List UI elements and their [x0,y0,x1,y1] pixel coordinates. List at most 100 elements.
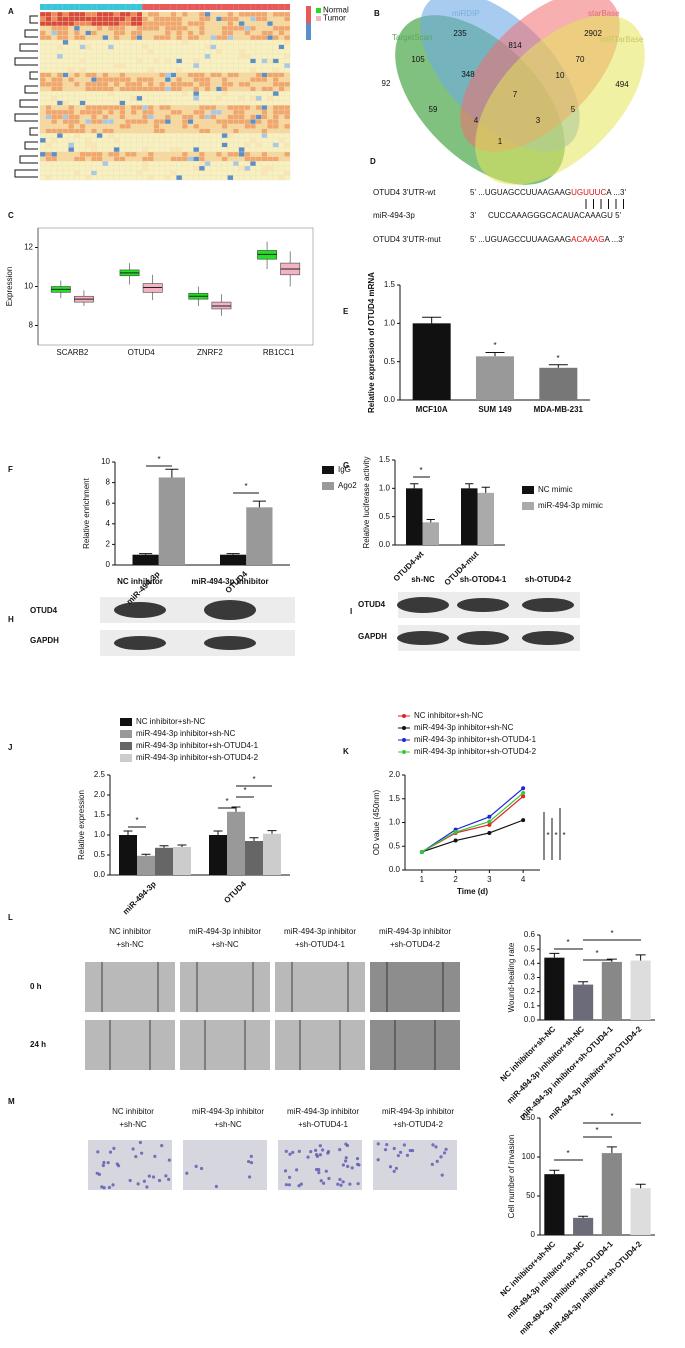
scratch-image [275,962,365,1012]
heatmap-cell [244,114,251,120]
heatmap-cell [90,133,97,139]
heatmap-cell [233,35,240,41]
heatmap-cell [136,53,143,59]
heatmap-cell [79,95,86,101]
heatmap-cell [56,91,63,97]
heatmap-cell [153,151,160,157]
error-bar [485,351,505,357]
heatmap-cell [233,58,240,64]
heatmap-cell [198,91,205,97]
dendrogram [19,155,38,164]
heatmap-cell [90,49,97,55]
heatmap-cell [176,53,183,59]
heatmap-cell [278,91,285,97]
heatmap-cell [51,11,58,17]
heatmap-cell [272,39,279,45]
heatmap-cell [176,151,183,157]
heatmap-cell [267,128,274,134]
heatmap-cell [159,142,166,148]
heatmap-cell [215,44,222,50]
heatmap-cell [119,156,126,162]
heatmap-cell [113,165,120,171]
heatmap-cell [73,175,80,181]
heatmap-cell [113,114,120,120]
dendrogram [24,29,38,38]
heatmap-cell [272,44,279,50]
heatmap-cell [181,128,188,134]
heatmap-annotation [199,4,205,10]
heatmap-cell [136,100,143,106]
heatmap-cell [90,44,97,50]
heatmap-cell [159,170,166,176]
heatmap-cell [68,25,75,31]
venn-count: 2902 [584,29,602,38]
heatmap-cell [79,53,86,59]
heatmap-cell [113,72,120,78]
heatmap-cell [187,53,194,59]
heatmap-cell [198,156,205,162]
heatmap-cell [125,49,132,55]
heatmap-cell [96,58,103,64]
heatmap-cell [56,72,63,78]
heatmap-cell [164,95,171,101]
cell [338,1148,342,1152]
error-bar [549,952,560,958]
heatmap-cell [204,86,211,92]
heatmap-cell [68,142,75,148]
cell [102,1186,106,1190]
heatmap-cell [233,91,240,97]
heatmap-cell [238,53,245,59]
heatmap-cell [233,123,240,129]
heatmap-cell [96,35,103,41]
heatmap-cell [85,142,92,148]
heatmap-cell [221,175,228,181]
heatmap-cell [170,72,177,78]
heatmap-cell [233,86,240,92]
heatmap-cell [193,119,200,125]
heatmap-cell [142,105,149,111]
heatmap-cell [62,86,69,92]
heatmap-cell [153,175,160,181]
venn-count: 92 [382,79,391,88]
heatmap-cell [62,81,69,87]
heatmap-cell [159,114,166,120]
heatmap-cell [96,95,103,101]
cell [288,1152,292,1156]
heatmap-cell [85,86,92,92]
venn-set-label: starBase [588,9,620,18]
heatmap-cell [96,30,103,36]
heatmap-cell [73,30,80,36]
heatmap-cell [108,147,115,153]
y-tick-label: 1.5 [384,280,396,289]
heatmap-cell [176,25,183,31]
heatmap-cell [130,58,137,64]
heatmap-cell [113,58,120,64]
heatmap-cell [113,21,120,27]
heatmap-cell [153,39,160,45]
heatmap-cell [204,161,211,167]
heatmap-annotation [113,4,120,10]
heatmap-cell [73,128,80,134]
heatmap-cell [250,147,257,153]
heatmap-cell [102,53,109,59]
heatmap-cell [181,175,188,181]
heatmap-cell [96,72,103,78]
panel-label: C [8,211,14,220]
x-tick-label: NC inhibitor+sh-NC [499,1024,558,1083]
significance-label: * [135,816,138,825]
heatmap-cell [73,161,80,167]
heatmap-cell [255,53,262,59]
heatmap-cell [255,156,262,162]
heatmap-cell [142,39,149,45]
heatmap-cell [68,137,75,143]
heatmap-cell [125,105,132,111]
heatmap-cell [255,128,262,134]
heatmap-cell [142,119,149,125]
heatmap-cell [147,123,154,129]
heatmap-cell [73,156,80,162]
panel-label: B [374,9,380,18]
heatmap-cell [164,133,171,139]
heatmap-cell [215,165,222,171]
venn-count: 4 [474,116,479,125]
heatmap-cell [278,11,285,17]
